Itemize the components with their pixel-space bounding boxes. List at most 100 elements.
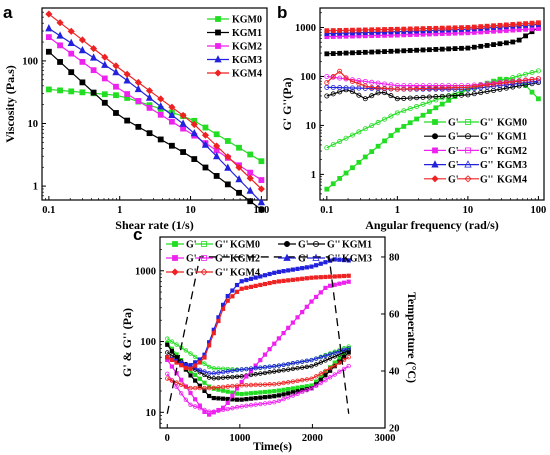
c-g-kgm0-point: [216, 366, 221, 371]
c-g-kgm2-point: [188, 390, 193, 396]
c-g-kgm1-point: [267, 370, 272, 375]
a-legend-marker: [215, 29, 221, 36]
c-g-kgm3-point: [234, 367, 240, 373]
c-g-kgm1-point: [309, 364, 314, 369]
c-g-kgm3-point: [313, 356, 319, 361]
c-g-kgm2-point: [286, 395, 291, 400]
c-g-kgm4-point: [346, 355, 351, 360]
panel-c-letter: c: [133, 225, 142, 244]
c-g-kgm4-point: [276, 279, 282, 284]
a-kgm1-point: [224, 181, 231, 188]
c-g-kgm1-point: [197, 383, 202, 388]
c-y-tick-label: 1000: [135, 266, 156, 277]
c-g-kgm0-point: [272, 389, 277, 394]
c-g-kgm4-point: [183, 384, 189, 389]
c-g-kgm1-point: [193, 378, 198, 383]
panel-a-letter: a: [3, 3, 13, 22]
c-g-kgm4-point: [220, 306, 226, 311]
a-x-axis-title: Shear rate (1/s): [115, 218, 193, 232]
b-g-kgm4-point: [330, 74, 336, 80]
a-kgm1-point: [79, 79, 86, 86]
c-g-kgm0-point: [258, 390, 263, 395]
b-g-kgm4-line: [326, 22, 539, 32]
c-g-kgm2-point: [318, 380, 323, 386]
b-g-kgm1-point: [401, 48, 407, 54]
c-g-kgm3-point: [220, 369, 226, 375]
b-g-kgm1-point: [510, 84, 516, 90]
b-g-kgm1-point: [388, 48, 394, 54]
c-g-kgm2-point: [309, 386, 314, 391]
c-g-kgm4-point: [314, 275, 319, 280]
c-g-kgm4-point: [286, 380, 291, 385]
c-g-kgm2-point: [341, 280, 347, 285]
c-legend-gpp-marker: [312, 253, 320, 261]
b-g-kgm4-point: [446, 85, 452, 91]
b-g-kgm1-point: [452, 46, 458, 52]
c-g-kgm2-point: [272, 400, 277, 405]
c-g-kgm3-point: [281, 269, 286, 274]
b-legend-gpp-label: G'': [480, 118, 494, 129]
a-kgm3-point: [134, 84, 142, 93]
c-g-kgm2-point: [248, 368, 254, 374]
c-g-kgm4-point: [337, 360, 342, 365]
b-g-kgm4-point: [420, 26, 426, 32]
a-kgm2-point: [146, 104, 153, 111]
b-g-kgm0-point: [426, 99, 432, 105]
c-g-kgm4-point: [192, 385, 198, 391]
a-y-tick-label: 10: [28, 119, 39, 130]
b-g-kgm0-point: [407, 106, 413, 112]
a-legend-label: KGM4: [232, 69, 262, 80]
c-g-kgm1-point: [341, 354, 347, 360]
b-g-kgm1-point: [394, 96, 400, 102]
b-g-kgm4-point: [484, 23, 490, 29]
c-g-kgm2-point: [197, 406, 203, 411]
b-g-kgm1-point: [427, 47, 432, 53]
a-kgm0-point: [57, 87, 63, 94]
b-g-kgm2-point: [503, 28, 509, 33]
b-g-kgm4-point: [414, 26, 419, 32]
c-g-kgm2-point: [290, 393, 296, 398]
c-legend-gpp-label: G'': [327, 240, 341, 251]
b-g-kgm1-point: [394, 48, 400, 54]
b-g-kgm1-point: [356, 92, 362, 98]
c-g-kgm3-point: [253, 275, 258, 280]
c-g-kgm4-point: [225, 384, 230, 389]
c-g-kgm4-point: [225, 298, 230, 303]
c-x-tick-label: 0: [165, 433, 170, 444]
b-g-kgm1-point: [446, 93, 452, 99]
c-g-kgm4-point: [239, 286, 244, 291]
b-g-kgm4-point: [536, 20, 541, 26]
a-kgm3-point: [45, 24, 53, 32]
b-g-kgm1-point: [420, 47, 426, 53]
b-g-kgm1-point: [465, 92, 471, 98]
b-g-kgm1-point: [324, 51, 330, 57]
c-g-kgm3-point: [262, 364, 268, 370]
c-g-kgm4-point: [193, 363, 198, 368]
b-legend-sample: KGM1: [497, 132, 527, 143]
c-legend-gpp-marker: [201, 241, 207, 247]
c-g-kgm0-point: [234, 391, 240, 396]
a-kgm0-line: [48, 88, 262, 162]
a-legend-marker: [214, 55, 222, 63]
a-kgm4-point: [45, 10, 53, 18]
a-legend-label: KGM2: [232, 42, 262, 53]
b-g-kgm4-point: [337, 28, 343, 33]
c-legend-gpp-label: G'': [215, 240, 229, 251]
b-y-tick-label: 1: [311, 170, 316, 181]
c-g-kgm1-point: [281, 368, 286, 373]
b-legend-gpp-marker: [464, 133, 471, 140]
c-g-kgm4-point: [202, 355, 207, 360]
b-g-kgm1-point: [439, 93, 445, 99]
b-y-tick-label: 10: [306, 121, 317, 132]
b-g-kgm2-point: [401, 83, 407, 89]
c-g-kgm4-point: [299, 377, 305, 383]
c-g-kgm3-point: [323, 353, 328, 358]
b-g-kgm0-point: [529, 89, 535, 95]
b-g-kgm4-point: [510, 79, 516, 85]
c-g-kgm4-point: [206, 385, 212, 391]
c-g-kgm3-line: [167, 347, 349, 374]
a-kgm4-point: [201, 131, 210, 139]
b-legend-gp-label: G': [448, 174, 459, 185]
c-g-kgm2-point: [202, 407, 207, 413]
c-g-kgm2-point: [346, 279, 351, 284]
